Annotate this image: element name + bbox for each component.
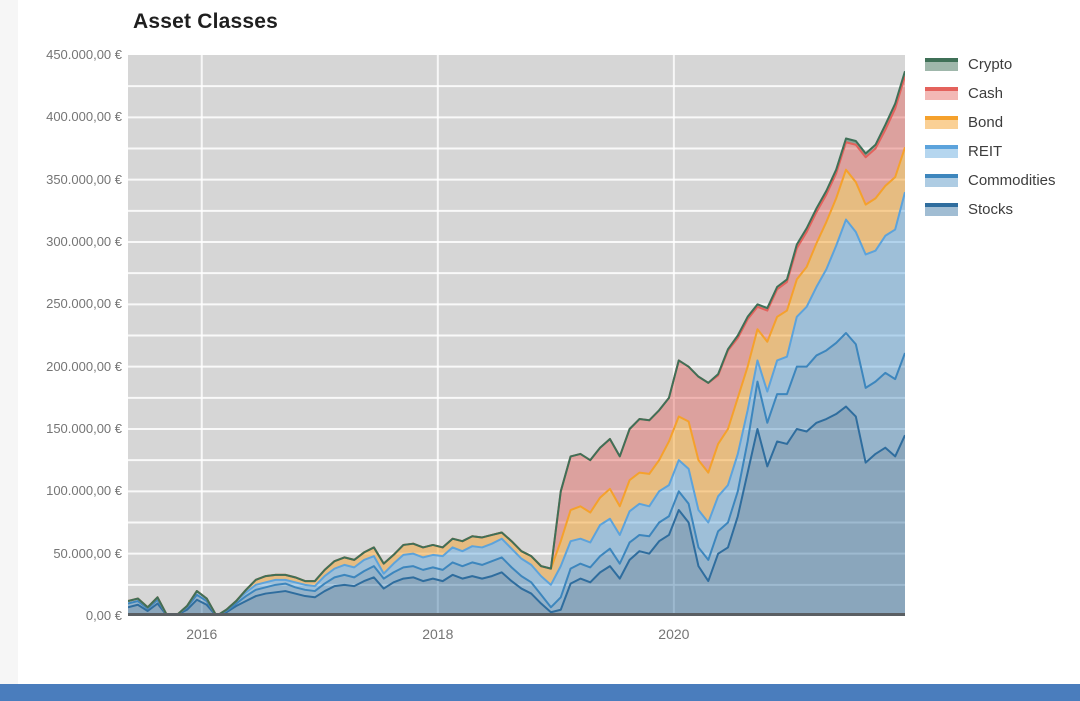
y-tick-label: 350.000,00 € bbox=[46, 171, 122, 187]
line-crypto bbox=[128, 70, 905, 616]
y-tick-label: 300.000,00 € bbox=[46, 234, 122, 249]
chart-plot-area[interactable] bbox=[128, 55, 905, 616]
line-commodities bbox=[128, 332, 905, 616]
chart-canvas bbox=[128, 55, 905, 616]
x-axis-line bbox=[128, 613, 905, 616]
legend-label: Stocks bbox=[968, 201, 1014, 218]
line-reit bbox=[128, 191, 905, 616]
legend-swatch-icon bbox=[925, 203, 958, 216]
x-tick-label: 2016 bbox=[186, 626, 218, 642]
legend-swatch-icon bbox=[925, 116, 958, 129]
area-stocks bbox=[128, 406, 905, 616]
left-gutter bbox=[0, 0, 18, 684]
area-bond bbox=[128, 147, 905, 616]
legend-item-stocks[interactable]: Stocks bbox=[925, 195, 1056, 224]
chart-title: Asset Classes bbox=[133, 10, 279, 33]
chart-legend: Crypto Cash Bond REIT Commodities Stocks bbox=[925, 50, 1056, 224]
legend-swatch-icon bbox=[925, 145, 958, 158]
y-tick-label: 250.000,00 € bbox=[46, 296, 122, 312]
legend-item-bond[interactable]: Bond bbox=[925, 108, 1056, 137]
area-cash bbox=[128, 76, 905, 616]
y-tick-label: 450.000,00 € bbox=[46, 47, 122, 62]
bottom-bar bbox=[0, 684, 1080, 701]
line-stocks bbox=[128, 405, 905, 616]
legend-item-commodities[interactable]: Commodities bbox=[925, 166, 1056, 195]
legend-label: Bond bbox=[968, 114, 1004, 131]
legend-label: Commodities bbox=[968, 172, 1056, 189]
y-tick-label: 100.000,00 € bbox=[46, 483, 122, 499]
y-tick-label: 0,00 € bbox=[85, 608, 122, 623]
y-tick-label: 200.000,00 € bbox=[46, 358, 122, 374]
x-tick-label: 2018 bbox=[422, 626, 454, 642]
legend-swatch-icon bbox=[925, 58, 958, 71]
legend-item-cash[interactable]: Cash bbox=[925, 79, 1056, 108]
legend-item-crypto[interactable]: Crypto bbox=[925, 50, 1056, 79]
legend-label: REIT bbox=[968, 143, 1003, 160]
y-tick-label: 400.000,00 € bbox=[46, 109, 122, 125]
x-tick-label: 2020 bbox=[658, 626, 690, 642]
area-commodities bbox=[128, 333, 905, 616]
legend-label: Crypto bbox=[968, 56, 1013, 73]
y-tick-label: 150.000,00 € bbox=[46, 421, 122, 436]
y-tick-label: 50.000,00 € bbox=[53, 545, 122, 561]
legend-label: Cash bbox=[968, 85, 1004, 102]
legend-item-reit[interactable]: REIT bbox=[925, 137, 1056, 166]
legend-swatch-icon bbox=[925, 87, 958, 100]
legend-swatch-icon bbox=[925, 174, 958, 187]
